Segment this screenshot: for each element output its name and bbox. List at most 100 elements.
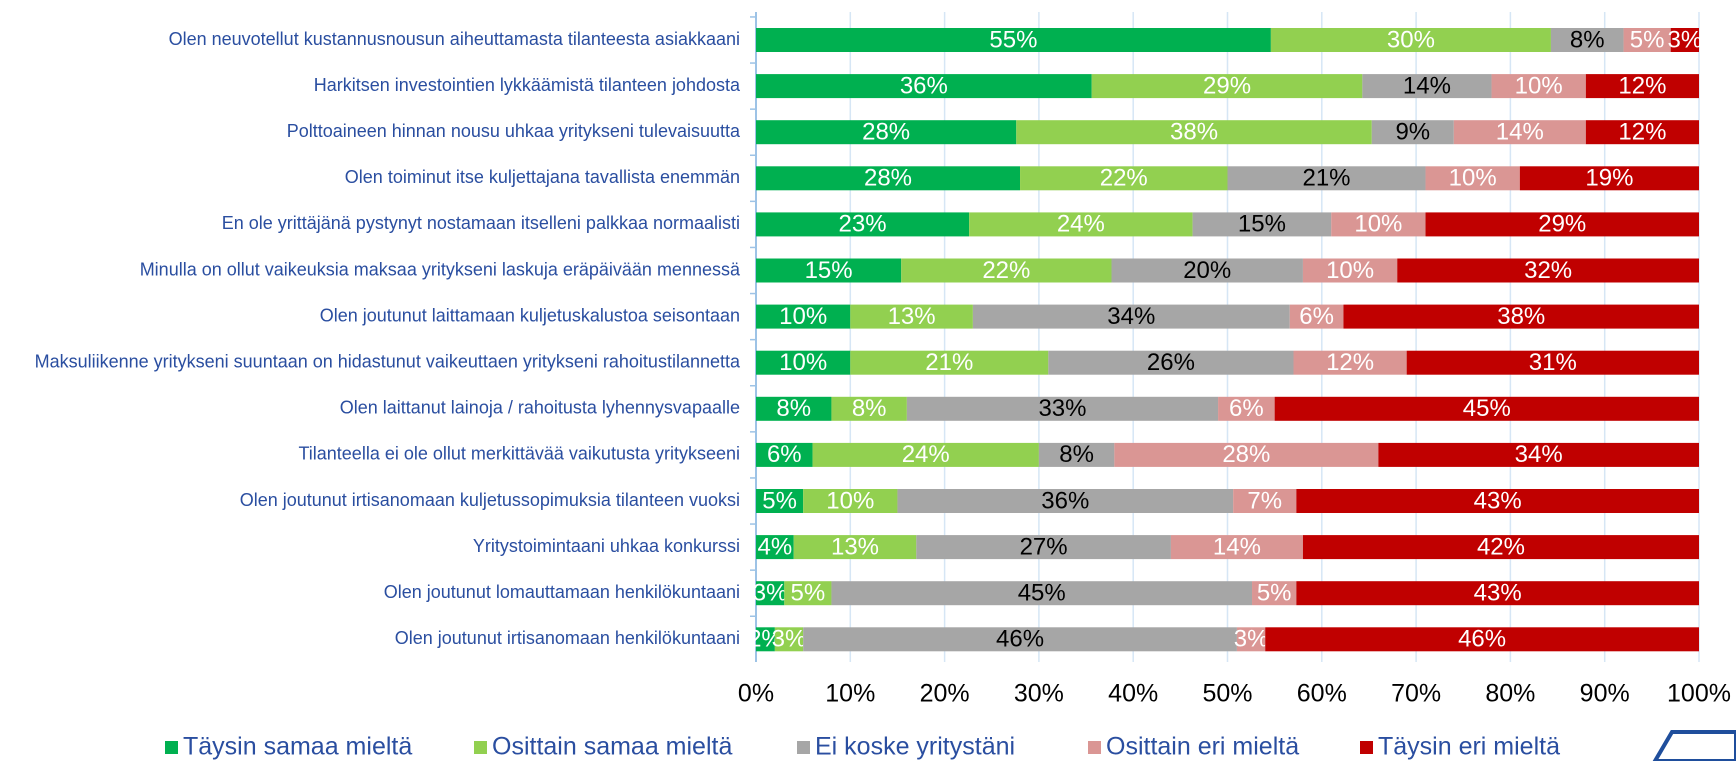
bar-segment [756,350,851,375]
bar-segment [831,581,1253,606]
data-label: 34% [1515,441,1563,468]
bar-segment [812,442,1039,467]
data-label: 29% [1203,72,1251,99]
data-label: 15% [805,257,853,284]
data-label: 8% [1059,441,1094,468]
bar-segment [1519,166,1699,191]
data-label: 3% [1234,626,1269,653]
data-label: 6% [767,441,802,468]
data-label: 34% [1107,303,1155,330]
data-label: 36% [1041,487,1089,514]
bar-segment [1252,581,1297,606]
bar-segment [756,212,970,237]
legend-item: Täysin eri mieltä [1360,733,1560,761]
bar-segment [1343,304,1699,329]
data-label: 10% [1515,72,1563,99]
data-label: 10% [1326,257,1374,284]
legend-swatch [797,741,810,754]
data-label: 6% [1299,303,1334,330]
data-label: 5% [762,487,797,514]
bar-segment [1670,28,1699,52]
bar-segment [969,212,1193,237]
bar-segment [1038,442,1115,467]
category-label: Olen joutunut lomauttamaan henkilökuntaa… [384,582,740,602]
data-label: 21% [925,349,973,376]
data-label: 8% [852,395,887,422]
bar-segment [756,627,775,652]
category-label: Olen neuvotellut kustannusnousun aiheutt… [169,29,740,49]
category-label: Olen laittanut lainoja / rahoitusta lyhe… [340,398,740,418]
bar-segment [756,535,794,560]
data-label: 22% [982,257,1030,284]
data-label: 12% [1326,349,1374,376]
bar-segment [1289,304,1344,329]
bar-segment [1378,442,1699,467]
bar-segment [1111,258,1303,283]
data-label: 38% [1497,303,1545,330]
legend-swatch [1088,741,1101,754]
data-label: 32% [1524,257,1572,284]
x-tick-label: 100% [1667,680,1731,708]
bar-segment [1550,28,1624,52]
data-label: 12% [1618,72,1666,99]
bar-segment [756,442,813,467]
data-label: 33% [1038,395,1086,422]
bar-segment [1020,166,1228,191]
data-label: 38% [1170,119,1218,146]
bar-segment [756,396,832,421]
bar-segment [1425,212,1699,237]
bar-segment [1016,120,1372,145]
bar-segment [1397,258,1699,283]
bar-segment [1227,166,1426,191]
legend-label: Ei koske yritystäni [815,733,1015,761]
data-label: 12% [1618,119,1666,146]
category-label: Olen joutunut laittamaan kuljetuskalusto… [320,305,740,325]
data-label: 45% [1018,580,1066,607]
bar-segment [1293,350,1407,375]
data-label: 46% [996,626,1044,653]
data-label: 43% [1474,580,1522,607]
bar-segment [1491,74,1586,99]
data-label: 10% [1354,211,1402,238]
data-label: 24% [902,441,950,468]
x-tick-label: 70% [1391,680,1441,708]
data-label: 14% [1496,119,1544,146]
x-tick-label: 20% [920,680,970,708]
category-label: Minulla on ollut vaikeuksia maksaa yrity… [140,259,741,279]
data-label: 5% [791,580,826,607]
bar-segment [803,489,898,513]
bar-segment [756,166,1021,191]
data-label: 36% [900,72,948,99]
data-label: 14% [1403,72,1451,99]
bar-segment [1218,396,1275,421]
data-label: 43% [1474,487,1522,514]
bar-segment [1236,627,1266,652]
category-label: Polttoaineen hinnan nousu uhkaa yritykse… [287,121,741,141]
data-label: 13% [831,533,879,560]
bar-segment [906,396,1219,421]
x-tick-label: 0% [738,680,774,708]
legend-swatch [1360,741,1373,754]
legend-item: Ei koske yritystäni [797,733,1015,761]
bar-segment [756,120,1017,145]
x-tick-label: 10% [825,680,875,708]
legend-item: Osittain samaa mieltä [474,733,732,761]
data-label: 31% [1529,349,1577,376]
category-label: Harkitsen investointien lykkäämistä tila… [314,75,741,95]
bar-segment [1233,489,1297,513]
data-label: 10% [1449,165,1497,192]
data-label: 22% [1100,165,1148,192]
bar-segment [1331,212,1426,237]
bar-segment [1265,627,1699,652]
bar-segment [1585,74,1699,99]
bar-segment [1425,166,1520,191]
data-label: 42% [1477,533,1525,560]
data-label: 23% [839,211,887,238]
x-tick-label: 60% [1297,680,1347,708]
data-label: 3% [753,580,788,607]
category-label: Yritystoimintaani uhkaa konkurssi [473,536,740,556]
data-label: 21% [1302,165,1350,192]
data-label: 55% [989,26,1037,53]
bar-segment [850,350,1049,375]
